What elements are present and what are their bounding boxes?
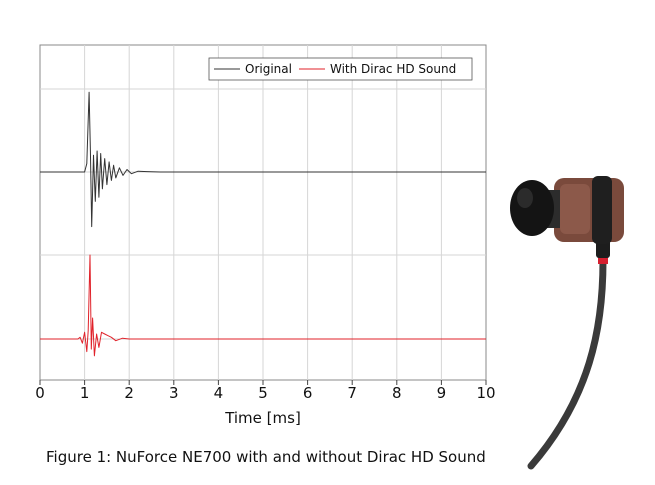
earphone-cable <box>527 257 607 470</box>
housing-highlight <box>560 184 590 234</box>
ear-tip-sheen <box>517 188 533 208</box>
earphone-image <box>510 176 624 470</box>
housing-band <box>592 176 612 244</box>
series-line-original <box>40 91 486 228</box>
x-tick-label: 4 <box>214 384 224 402</box>
x-tick-label: 5 <box>258 384 268 402</box>
legend: Original With Dirac HD Sound <box>208 57 473 81</box>
x-tick-label: 8 <box>392 384 402 402</box>
legend-label-dirac: With Dirac HD Sound <box>330 62 456 76</box>
x-tick-label: 7 <box>347 384 357 402</box>
x-tick-label: 0 <box>35 384 45 402</box>
legend-box <box>208 57 473 81</box>
x-axis-title: Time [ms] <box>224 409 301 427</box>
ear-tip <box>510 180 554 236</box>
x-ticks: 0 1 2 3 4 5 6 7 8 9 10 <box>35 380 496 402</box>
x-tick-label: 3 <box>169 384 179 402</box>
x-tick-label: 2 <box>124 384 134 402</box>
series-line-dirac <box>40 254 486 357</box>
series-layer <box>40 91 486 357</box>
cable-red-ring <box>598 256 608 264</box>
x-tick-label: 10 <box>476 384 495 402</box>
x-tick-label: 9 <box>437 384 447 402</box>
figure-caption: Figure 1: NuForce NE700 with and without… <box>46 448 486 466</box>
legend-label-original: Original <box>245 62 292 76</box>
x-tick-label: 6 <box>303 384 313 402</box>
grid <box>40 45 486 380</box>
x-tick-label: 1 <box>80 384 90 402</box>
impulse-response-chart: 0 1 2 3 4 5 6 7 8 9 10 Time [ms] Original With Dir… <box>35 44 496 427</box>
